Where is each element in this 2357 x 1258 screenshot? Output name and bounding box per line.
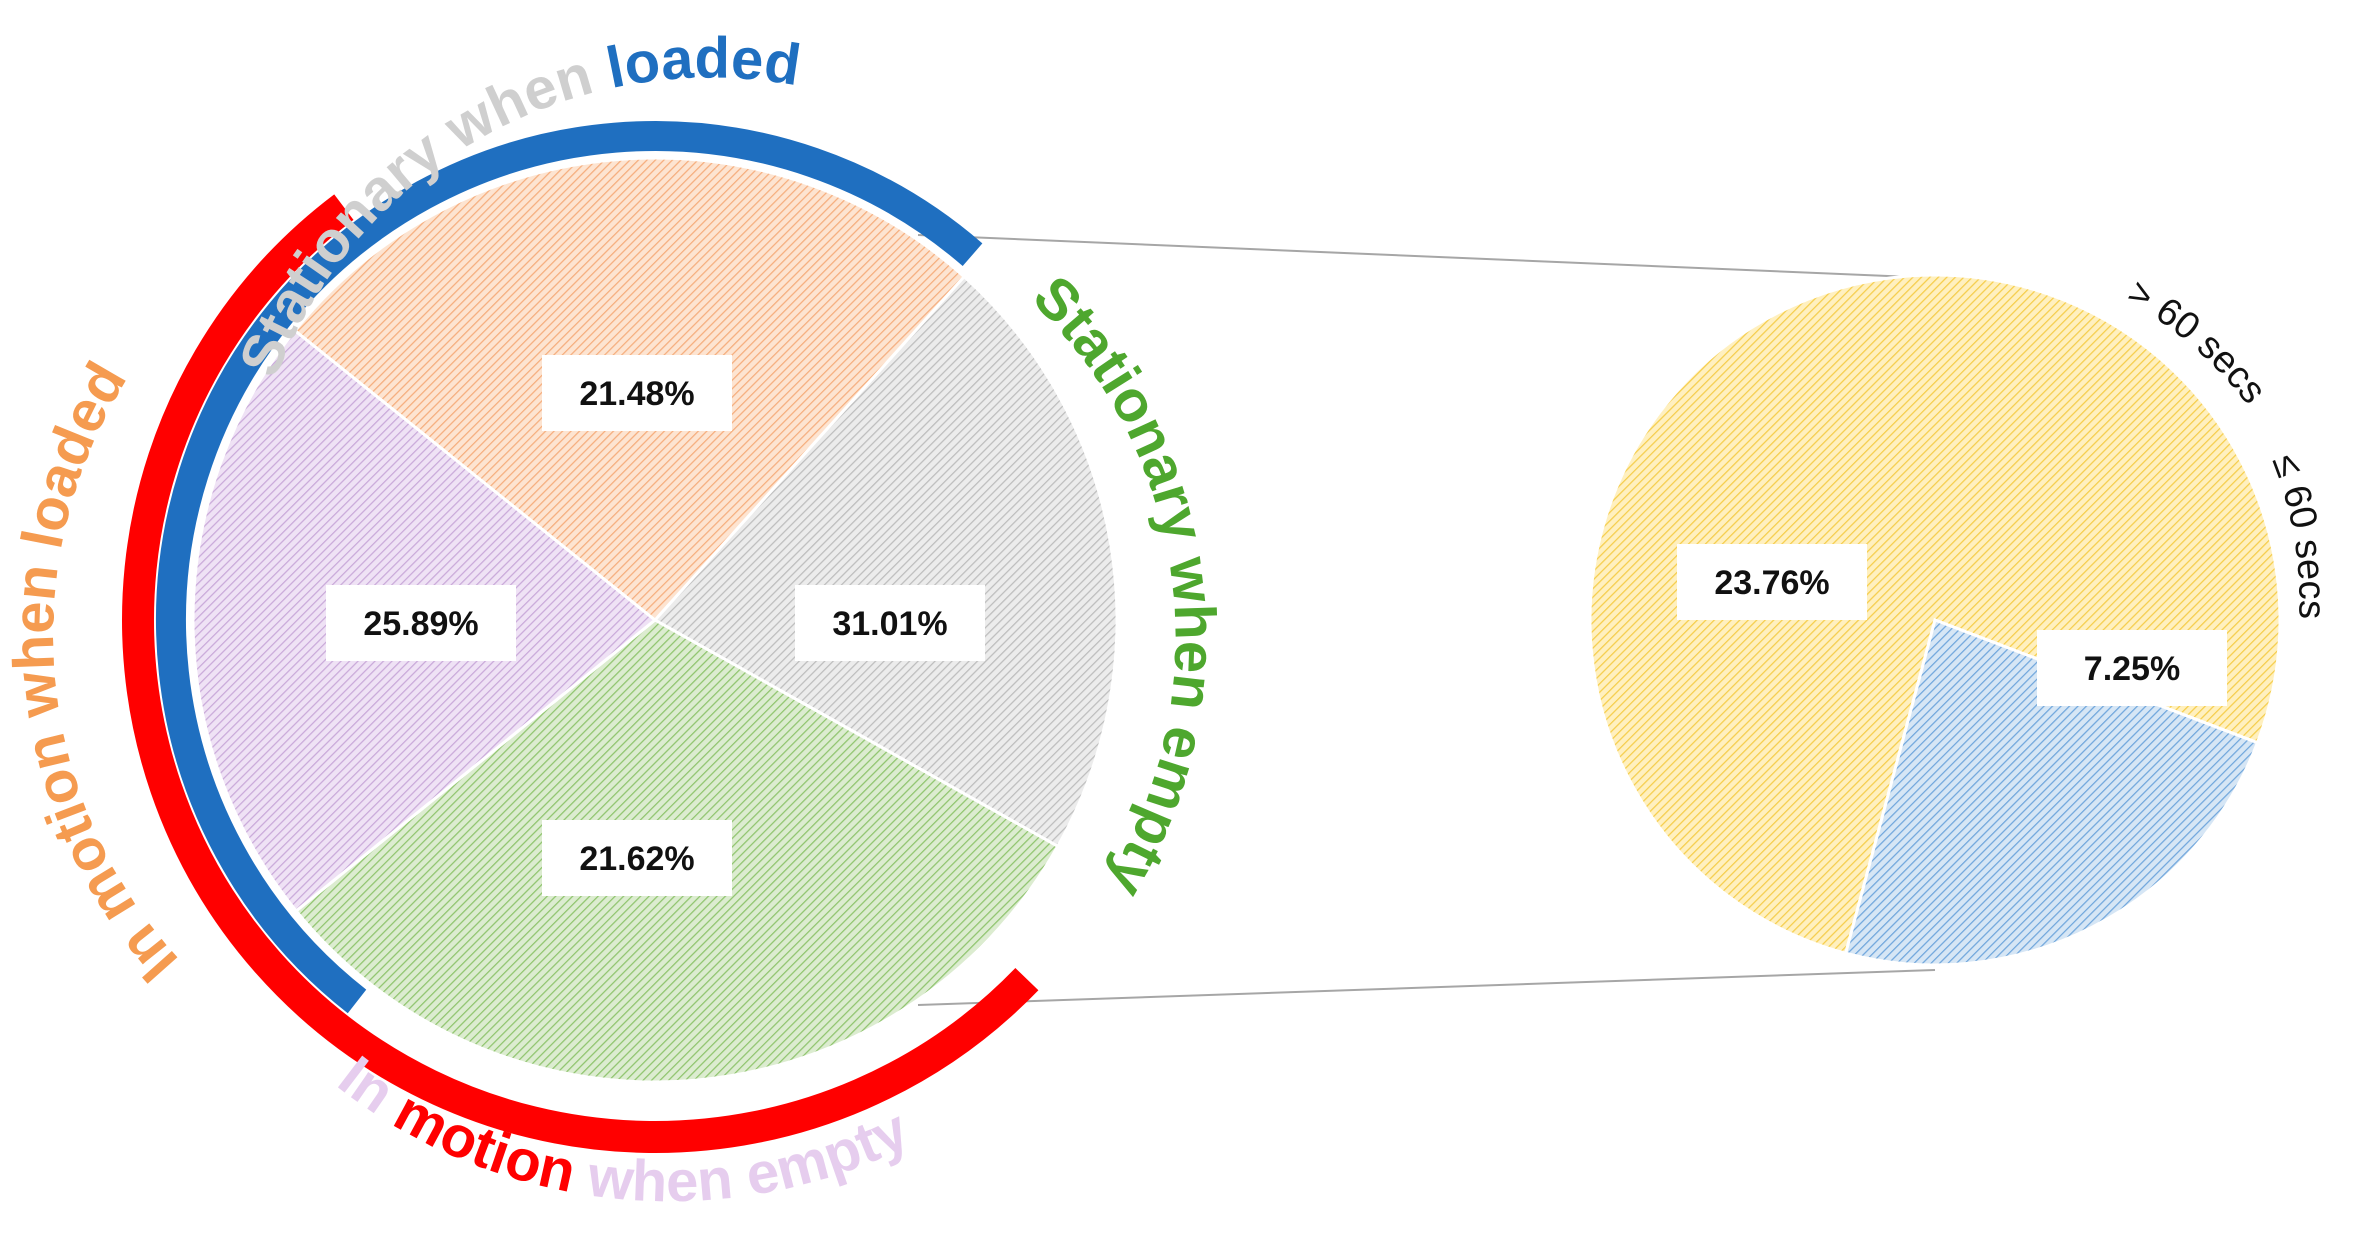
value-label-motion-empty: 21.62% (579, 840, 694, 878)
value-label-stationary-empty: 31.01% (832, 605, 947, 643)
connector-bottom (917, 969, 1936, 1006)
value-labels: 21.48% 31.01% 21.62% 25.89% 23.76% 7.25% (326, 355, 2227, 896)
value-label-stationary-loaded: 21.48% (579, 375, 694, 413)
slice-under-60-secs (1843, 618, 2260, 967)
band-loaded (156, 121, 983, 1014)
band-motion (122, 194, 1039, 1153)
breakdown-pie (1588, 273, 2282, 967)
connector-top (917, 234, 1936, 279)
value-label-motion-loaded: 25.89% (363, 605, 478, 643)
value-label-over-60: 23.76% (1714, 564, 1829, 602)
slice-over-60-secs (1588, 273, 2282, 956)
group-bands (122, 121, 1039, 1153)
slice-stationary-loaded (652, 274, 1119, 849)
value-label-under-60: 7.25% (2084, 650, 2180, 688)
